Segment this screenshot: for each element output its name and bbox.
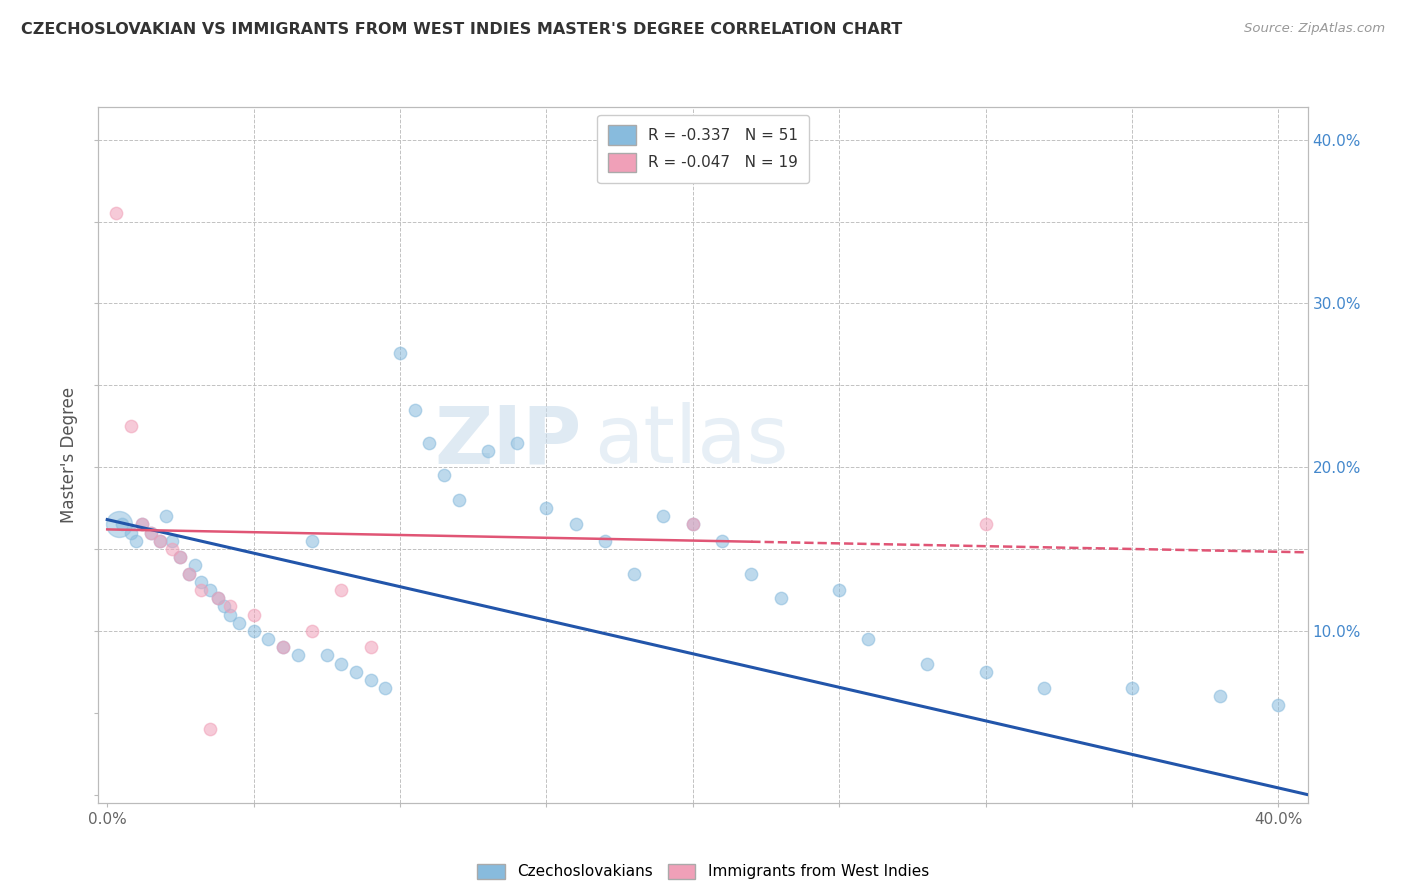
Point bbox=[125, 533, 148, 548]
Point bbox=[740, 566, 762, 581]
Point bbox=[190, 574, 212, 589]
Point bbox=[184, 558, 207, 573]
Point bbox=[139, 525, 162, 540]
Point bbox=[315, 648, 337, 663]
Point bbox=[330, 657, 353, 671]
Point bbox=[169, 550, 191, 565]
Point bbox=[228, 615, 250, 630]
Point bbox=[271, 640, 294, 655]
Point bbox=[160, 542, 183, 557]
Point bbox=[287, 648, 309, 663]
Point bbox=[388, 345, 411, 359]
Point bbox=[207, 591, 229, 606]
Point bbox=[219, 607, 242, 622]
Point bbox=[623, 566, 645, 581]
Point bbox=[477, 443, 499, 458]
Point bbox=[219, 599, 242, 614]
Point bbox=[682, 517, 704, 532]
Point bbox=[190, 582, 212, 597]
Point bbox=[242, 624, 264, 638]
Text: CZECHOSLOVAKIAN VS IMMIGRANTS FROM WEST INDIES MASTER'S DEGREE CORRELATION CHART: CZECHOSLOVAKIAN VS IMMIGRANTS FROM WEST … bbox=[21, 22, 903, 37]
Point bbox=[593, 533, 616, 548]
Point bbox=[155, 509, 177, 524]
Y-axis label: Master's Degree: Master's Degree bbox=[60, 387, 79, 523]
Point bbox=[149, 533, 172, 548]
Point bbox=[120, 525, 142, 540]
Point bbox=[506, 435, 529, 450]
Point bbox=[131, 517, 153, 532]
Point bbox=[198, 722, 221, 736]
Point bbox=[974, 517, 997, 532]
Point bbox=[344, 665, 367, 679]
Point bbox=[1267, 698, 1289, 712]
Point bbox=[1209, 690, 1232, 704]
Point bbox=[120, 419, 142, 434]
Text: Source: ZipAtlas.com: Source: ZipAtlas.com bbox=[1244, 22, 1385, 36]
Point bbox=[198, 582, 221, 597]
Point bbox=[257, 632, 280, 646]
Legend: Czechoslovakians, Immigrants from West Indies: Czechoslovakians, Immigrants from West I… bbox=[471, 857, 935, 886]
Point bbox=[330, 582, 353, 597]
Point bbox=[214, 599, 236, 614]
Point bbox=[179, 566, 201, 581]
Point bbox=[828, 582, 851, 597]
Point bbox=[108, 517, 131, 532]
Point bbox=[564, 517, 586, 532]
Text: ZIP: ZIP bbox=[434, 402, 582, 480]
Point bbox=[974, 665, 997, 679]
Point bbox=[207, 591, 229, 606]
Point bbox=[536, 501, 558, 516]
Point bbox=[242, 607, 264, 622]
Point bbox=[374, 681, 396, 696]
Point bbox=[711, 533, 734, 548]
Point bbox=[858, 632, 880, 646]
Point bbox=[301, 624, 323, 638]
Point bbox=[139, 525, 162, 540]
Point bbox=[447, 492, 470, 507]
Point bbox=[769, 591, 792, 606]
Point bbox=[652, 509, 675, 524]
Point bbox=[915, 657, 938, 671]
Point bbox=[131, 517, 153, 532]
Point bbox=[149, 533, 172, 548]
Point bbox=[111, 517, 134, 532]
Point bbox=[418, 435, 440, 450]
Point bbox=[433, 468, 456, 483]
Point bbox=[169, 550, 191, 565]
Point bbox=[360, 673, 382, 687]
Point bbox=[1121, 681, 1143, 696]
Point bbox=[104, 206, 127, 220]
Point bbox=[160, 533, 183, 548]
Point bbox=[1033, 681, 1056, 696]
Point bbox=[404, 403, 426, 417]
Point bbox=[682, 517, 704, 532]
Point bbox=[360, 640, 382, 655]
Point bbox=[271, 640, 294, 655]
Point bbox=[179, 566, 201, 581]
Text: atlas: atlas bbox=[595, 402, 789, 480]
Point bbox=[301, 533, 323, 548]
